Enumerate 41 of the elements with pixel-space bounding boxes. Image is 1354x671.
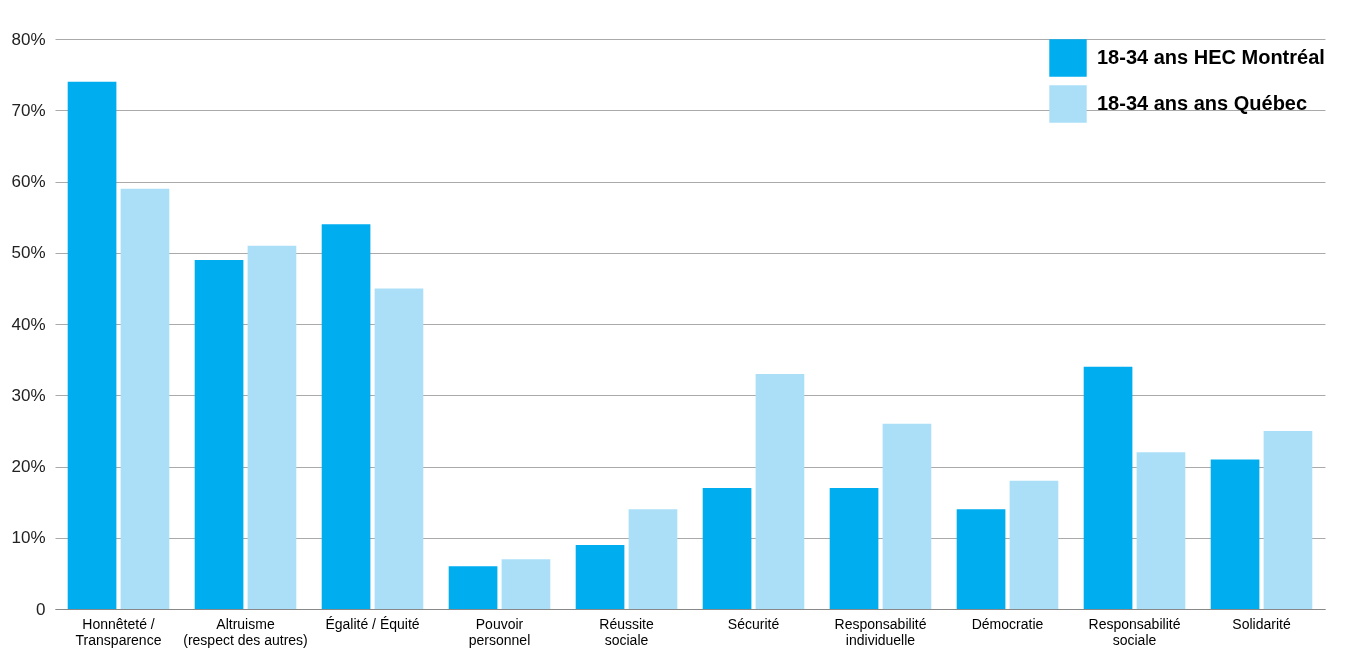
bar: [1263, 430, 1313, 609]
x-tick-label: Honnêteté / Transparence: [75, 615, 162, 648]
bar: [1009, 480, 1059, 609]
bar: [1083, 366, 1133, 609]
bar: [882, 423, 932, 609]
y-tick-label: 20%: [11, 457, 46, 476]
x-tick-label: Responsabilité individuelle: [834, 615, 927, 648]
y-tick-label: 80%: [11, 29, 46, 49]
y-tick-label: 40%: [11, 314, 46, 334]
x-tick-label: Démocratie: [971, 615, 1044, 632]
bar: [628, 509, 678, 609]
y-tick-label: 70%: [11, 100, 46, 120]
x-tick-label: Altruisme (respect des autres): [183, 615, 308, 648]
bar: [194, 259, 244, 609]
bar: [1136, 452, 1186, 609]
bar: [448, 566, 498, 609]
bar: [321, 224, 371, 609]
bar: [374, 288, 424, 609]
y-tick-label: 30%: [11, 385, 46, 405]
bar: [702, 487, 752, 609]
bar: [247, 245, 297, 609]
y-tick-label: 50%: [11, 243, 46, 263]
bar: [120, 188, 170, 609]
bar: [755, 373, 805, 609]
y-tick-label: 60%: [11, 172, 46, 191]
bar: [956, 509, 1006, 609]
bar: [575, 544, 625, 609]
bar: [501, 559, 551, 609]
x-tick-label: Sécurité: [727, 615, 780, 632]
legend-label: 18-34 ans ans Québec: [1097, 92, 1308, 114]
legend-label: 18-34 ans HEC Montréal: [1097, 46, 1325, 68]
x-tick-label: Pouvoir personnel: [468, 615, 531, 648]
y-tick-label: 0: [36, 599, 46, 619]
x-tick-label: Réussite sociale: [599, 615, 654, 648]
x-tick-label: Responsabilité sociale: [1088, 615, 1181, 648]
y-tick-label: 10%: [11, 528, 46, 548]
bar: [1210, 459, 1260, 609]
bar: [829, 487, 879, 609]
x-tick-label: Égalité / Équité: [325, 615, 420, 632]
bar: [67, 81, 117, 609]
x-tick-label: Solidarité: [1232, 615, 1291, 632]
